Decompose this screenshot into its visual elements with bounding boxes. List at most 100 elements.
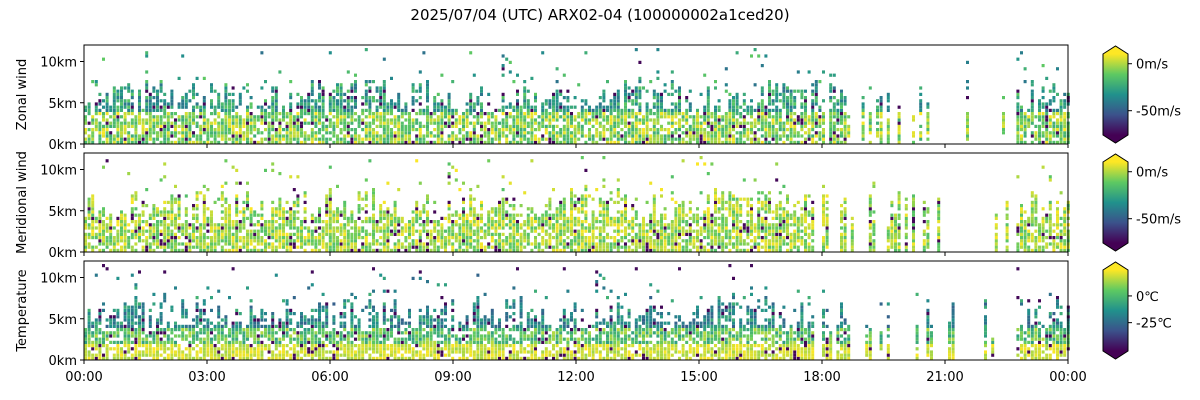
heat-cell [886,108,890,112]
heat-cell [656,121,660,125]
heat-cell [292,223,296,227]
heat-cell [775,99,779,103]
heat-cell [382,245,386,249]
heat-cell [696,248,699,252]
heat-cell [433,134,437,138]
heat-cell [386,220,390,224]
heat-cell [620,137,624,141]
heat-cell [328,124,332,128]
heat-cell [220,236,224,240]
heat-cell [274,92,278,96]
heat-cell [328,92,332,96]
heat-cell [166,102,170,106]
heat-cell [87,210,91,214]
heat-cell [318,86,321,90]
heat-cell [357,197,361,201]
heat-cell [843,112,847,116]
heat-cell [505,213,509,217]
heat-cell [674,112,678,116]
heat-cell [771,115,775,119]
heat-cell [681,229,685,233]
heat-cell [130,112,134,116]
heat-cell [343,242,347,246]
heat-cell [609,197,613,201]
heat-cell [120,245,123,249]
heat-cell [663,229,667,233]
heat-cell [490,140,494,144]
heat-cell [444,108,447,112]
heat-cell [397,239,401,243]
heat-cell [274,220,278,224]
heat-cell [285,112,289,116]
heat-cell [332,248,336,252]
heat-cell [368,105,372,109]
heat-cell [249,128,253,132]
heat-cell [512,197,516,201]
heat-cell [310,128,314,132]
heat-cell [310,86,314,90]
heat-cell [224,229,228,233]
heat-cell [1041,89,1045,93]
heat-cell [548,216,552,220]
heat-cell [264,220,267,224]
heat-cell [562,105,566,109]
heat-cell [436,223,440,227]
heat-cell [400,131,404,135]
heat-cell [1048,108,1052,112]
heat-cell [480,213,483,217]
heat-cell [271,220,275,224]
heat-cell [487,210,491,214]
heat-cell [634,239,638,243]
heat-cell [386,223,390,227]
heat-cell [87,200,91,204]
heat-cell [235,131,239,135]
heat-cell [429,239,433,243]
heat-cell [616,200,620,204]
heat-cell [469,210,473,214]
heat-cell [382,89,386,93]
heat-cell [235,239,239,243]
heat-cell [544,213,548,217]
heat-cell [678,134,681,138]
heat-cell [210,128,213,132]
heat-cell [721,124,725,128]
heat-cell [163,99,167,103]
heat-cell [721,115,725,119]
heat-cell [422,223,426,227]
heat-cell [602,216,606,220]
heat-cell [318,118,321,122]
heat-cell [145,134,149,138]
heat-cell [426,89,429,93]
heat-cell [1030,108,1034,112]
heat-cell [213,89,217,93]
heat-cell [602,134,606,138]
heat-cell [624,89,627,93]
heat-cell [508,131,512,135]
heat-cell [292,121,296,125]
heat-cell [303,242,307,246]
heat-cell [656,112,660,116]
heat-cell [148,131,152,135]
heat-cell [444,245,447,249]
heat-cell [87,216,91,220]
heat-cell [721,245,725,249]
heat-cell [602,137,606,141]
heat-cell [422,137,426,141]
heat-cell [620,210,624,214]
heat-cell [127,134,131,138]
heat-cell [613,118,617,122]
heat-cell [796,89,800,93]
heat-cell [350,96,354,100]
heat-cell [404,124,408,128]
heat-cell [598,236,602,240]
heat-cell [584,197,588,201]
heat-cell [778,92,782,96]
heat-cell [415,128,419,132]
heat-cell [267,134,271,138]
heat-cell [634,131,638,135]
heat-cell [631,89,635,93]
heat-cell [94,121,98,125]
heat-cell [606,223,609,227]
heat-cell [469,102,473,106]
heat-cell [555,115,559,119]
